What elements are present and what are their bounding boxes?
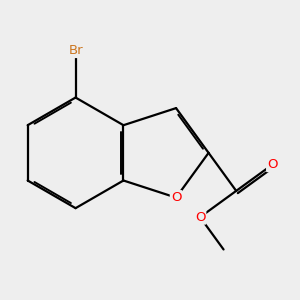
Text: O: O	[195, 211, 205, 224]
Text: Br: Br	[68, 44, 83, 57]
Text: O: O	[267, 158, 278, 171]
Text: O: O	[171, 191, 181, 204]
